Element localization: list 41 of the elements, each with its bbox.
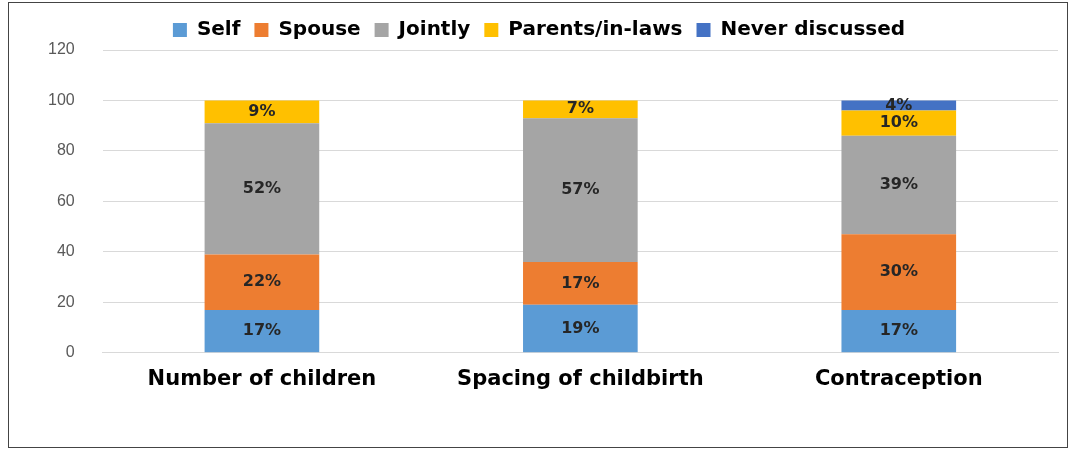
x-tick-label: Contraception — [814, 365, 983, 390]
data-label: 22% — [242, 271, 282, 291]
y-tick-label: 40 — [56, 242, 75, 260]
bar — [523, 261, 638, 305]
bar — [204, 123, 320, 255]
data-label: 57% — [561, 179, 600, 199]
y-tick-label: 0 — [65, 343, 75, 361]
data-label: 10% — [879, 112, 918, 132]
data-label: 17% — [242, 320, 282, 340]
data-label: 7% — [566, 98, 594, 118]
bar — [204, 100, 320, 124]
bar — [204, 309, 320, 353]
bar — [841, 234, 957, 310]
data-label: 4% — [885, 94, 913, 114]
bar — [841, 309, 957, 353]
data-label: 17% — [561, 272, 600, 292]
legend-label: Spouse — [278, 16, 361, 41]
bar — [523, 304, 638, 353]
data-label: 17% — [879, 320, 918, 340]
bar — [523, 100, 638, 119]
bar — [841, 135, 957, 235]
bar — [204, 254, 320, 310]
legend-label: Parents/in-laws — [508, 16, 683, 41]
legend-label: Self — [196, 16, 241, 41]
y-tick-label: 100 — [47, 90, 75, 108]
y-tick-label: 60 — [56, 191, 75, 209]
bar — [841, 110, 957, 136]
legend-label: Jointly — [396, 16, 471, 41]
data-label: 52% — [242, 177, 282, 197]
bar — [523, 118, 638, 262]
y-tick-label: 20 — [56, 292, 75, 310]
data-label: 30% — [879, 261, 918, 281]
y-tick-label: 80 — [56, 141, 75, 159]
legend-label: Never discussed — [720, 16, 906, 41]
data-label: 39% — [879, 174, 918, 194]
x-tick-label: Number of children — [147, 365, 377, 390]
x-tick-label: Spacing of childbirth — [457, 365, 704, 390]
bar — [841, 100, 957, 111]
data-label: 9% — [248, 100, 276, 120]
y-tick-label: 120 — [47, 40, 75, 58]
data-label: 19% — [561, 317, 600, 337]
